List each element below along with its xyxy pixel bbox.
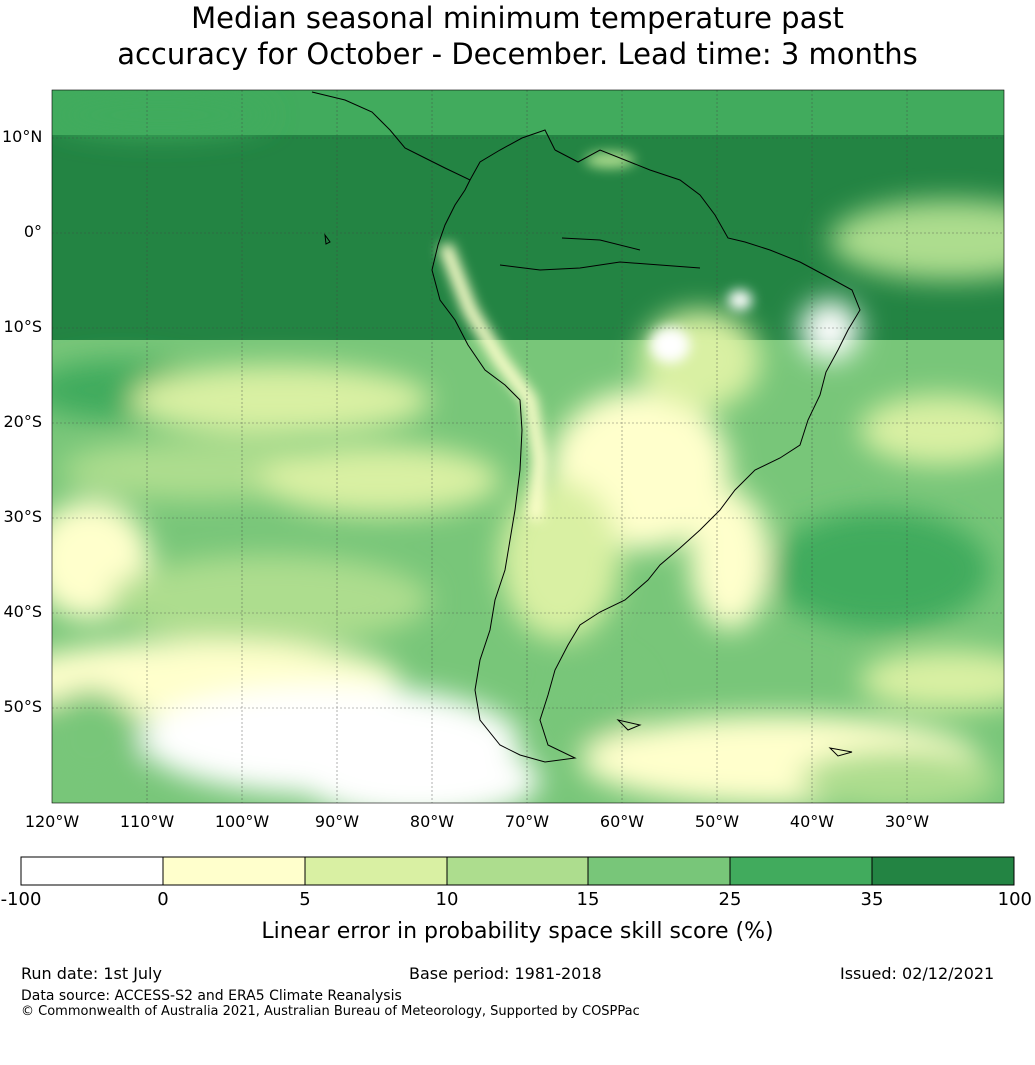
colorbar-tick-10: 10 xyxy=(435,889,459,910)
colorbar xyxy=(20,856,1015,886)
colorbar-bin-1 xyxy=(21,857,163,885)
colorbar-bin-2 xyxy=(163,857,305,885)
lon-label-80w: 80°W xyxy=(409,812,455,831)
lon-label-110w: 110°W xyxy=(119,812,175,831)
colorbar-tick-minus100: -100 xyxy=(0,889,42,910)
data-source: Data source: ACCESS-S2 and ERA5 Climate … xyxy=(21,988,402,1004)
lon-label-40w: 40°W xyxy=(789,812,835,831)
graticule xyxy=(52,90,1004,803)
lat-label-10n: 10°N xyxy=(2,127,43,146)
colorbar-tick-35: 35 xyxy=(860,889,884,910)
skill-field xyxy=(52,90,1004,803)
lat-label-0: 0° xyxy=(23,222,42,241)
colorbar-bin-6 xyxy=(730,857,872,885)
lon-label-30w: 30°W xyxy=(884,812,930,831)
lat-label-30s: 30°S xyxy=(3,507,42,526)
lon-label-60w: 60°W xyxy=(599,812,645,831)
colorbar-bin-4 xyxy=(447,857,588,885)
map-frame xyxy=(51,89,1005,804)
lat-label-10s: 10°S xyxy=(3,317,42,336)
copyright-notice: © Commonwealth of Australia 2021, Austra… xyxy=(21,1004,640,1019)
lat-label-40s: 40°S xyxy=(3,602,42,621)
colorbar-tick-5: 5 xyxy=(299,889,311,910)
colorbar-bin-7 xyxy=(872,857,1014,885)
title-line-2: accuracy for October - December. Lead ti… xyxy=(117,37,918,71)
lat-label-50s: 50°S xyxy=(3,697,42,716)
lon-label-90w: 90°W xyxy=(314,812,360,831)
lon-label-100w: 100°W xyxy=(214,812,270,831)
lat-label-20s: 20°S xyxy=(3,412,42,431)
issued-date: Issued: 02/12/2021 xyxy=(840,964,995,983)
colorbar-tick-0: 0 xyxy=(157,889,169,910)
base-period: Base period: 1981-2018 xyxy=(409,964,602,983)
colorbar-tick-15: 15 xyxy=(576,889,600,910)
run-date: Run date: 1st July xyxy=(21,964,162,983)
chart-title: Median seasonal minimum temperature past… xyxy=(0,0,1035,72)
colorbar-tick-100: 100 xyxy=(997,889,1032,910)
lon-label-120w: 120°W xyxy=(24,812,80,831)
colorbar-tick-25: 25 xyxy=(718,889,742,910)
lon-label-50w: 50°W xyxy=(694,812,740,831)
colorbar-bin-5 xyxy=(588,857,730,885)
colorbar-bin-3 xyxy=(305,857,447,885)
colorbar-label: Linear error in probability space skill … xyxy=(261,919,774,944)
coastline xyxy=(311,91,861,763)
title-line-1: Median seasonal minimum temperature past xyxy=(191,1,844,35)
lon-label-70w: 70°W xyxy=(504,812,550,831)
